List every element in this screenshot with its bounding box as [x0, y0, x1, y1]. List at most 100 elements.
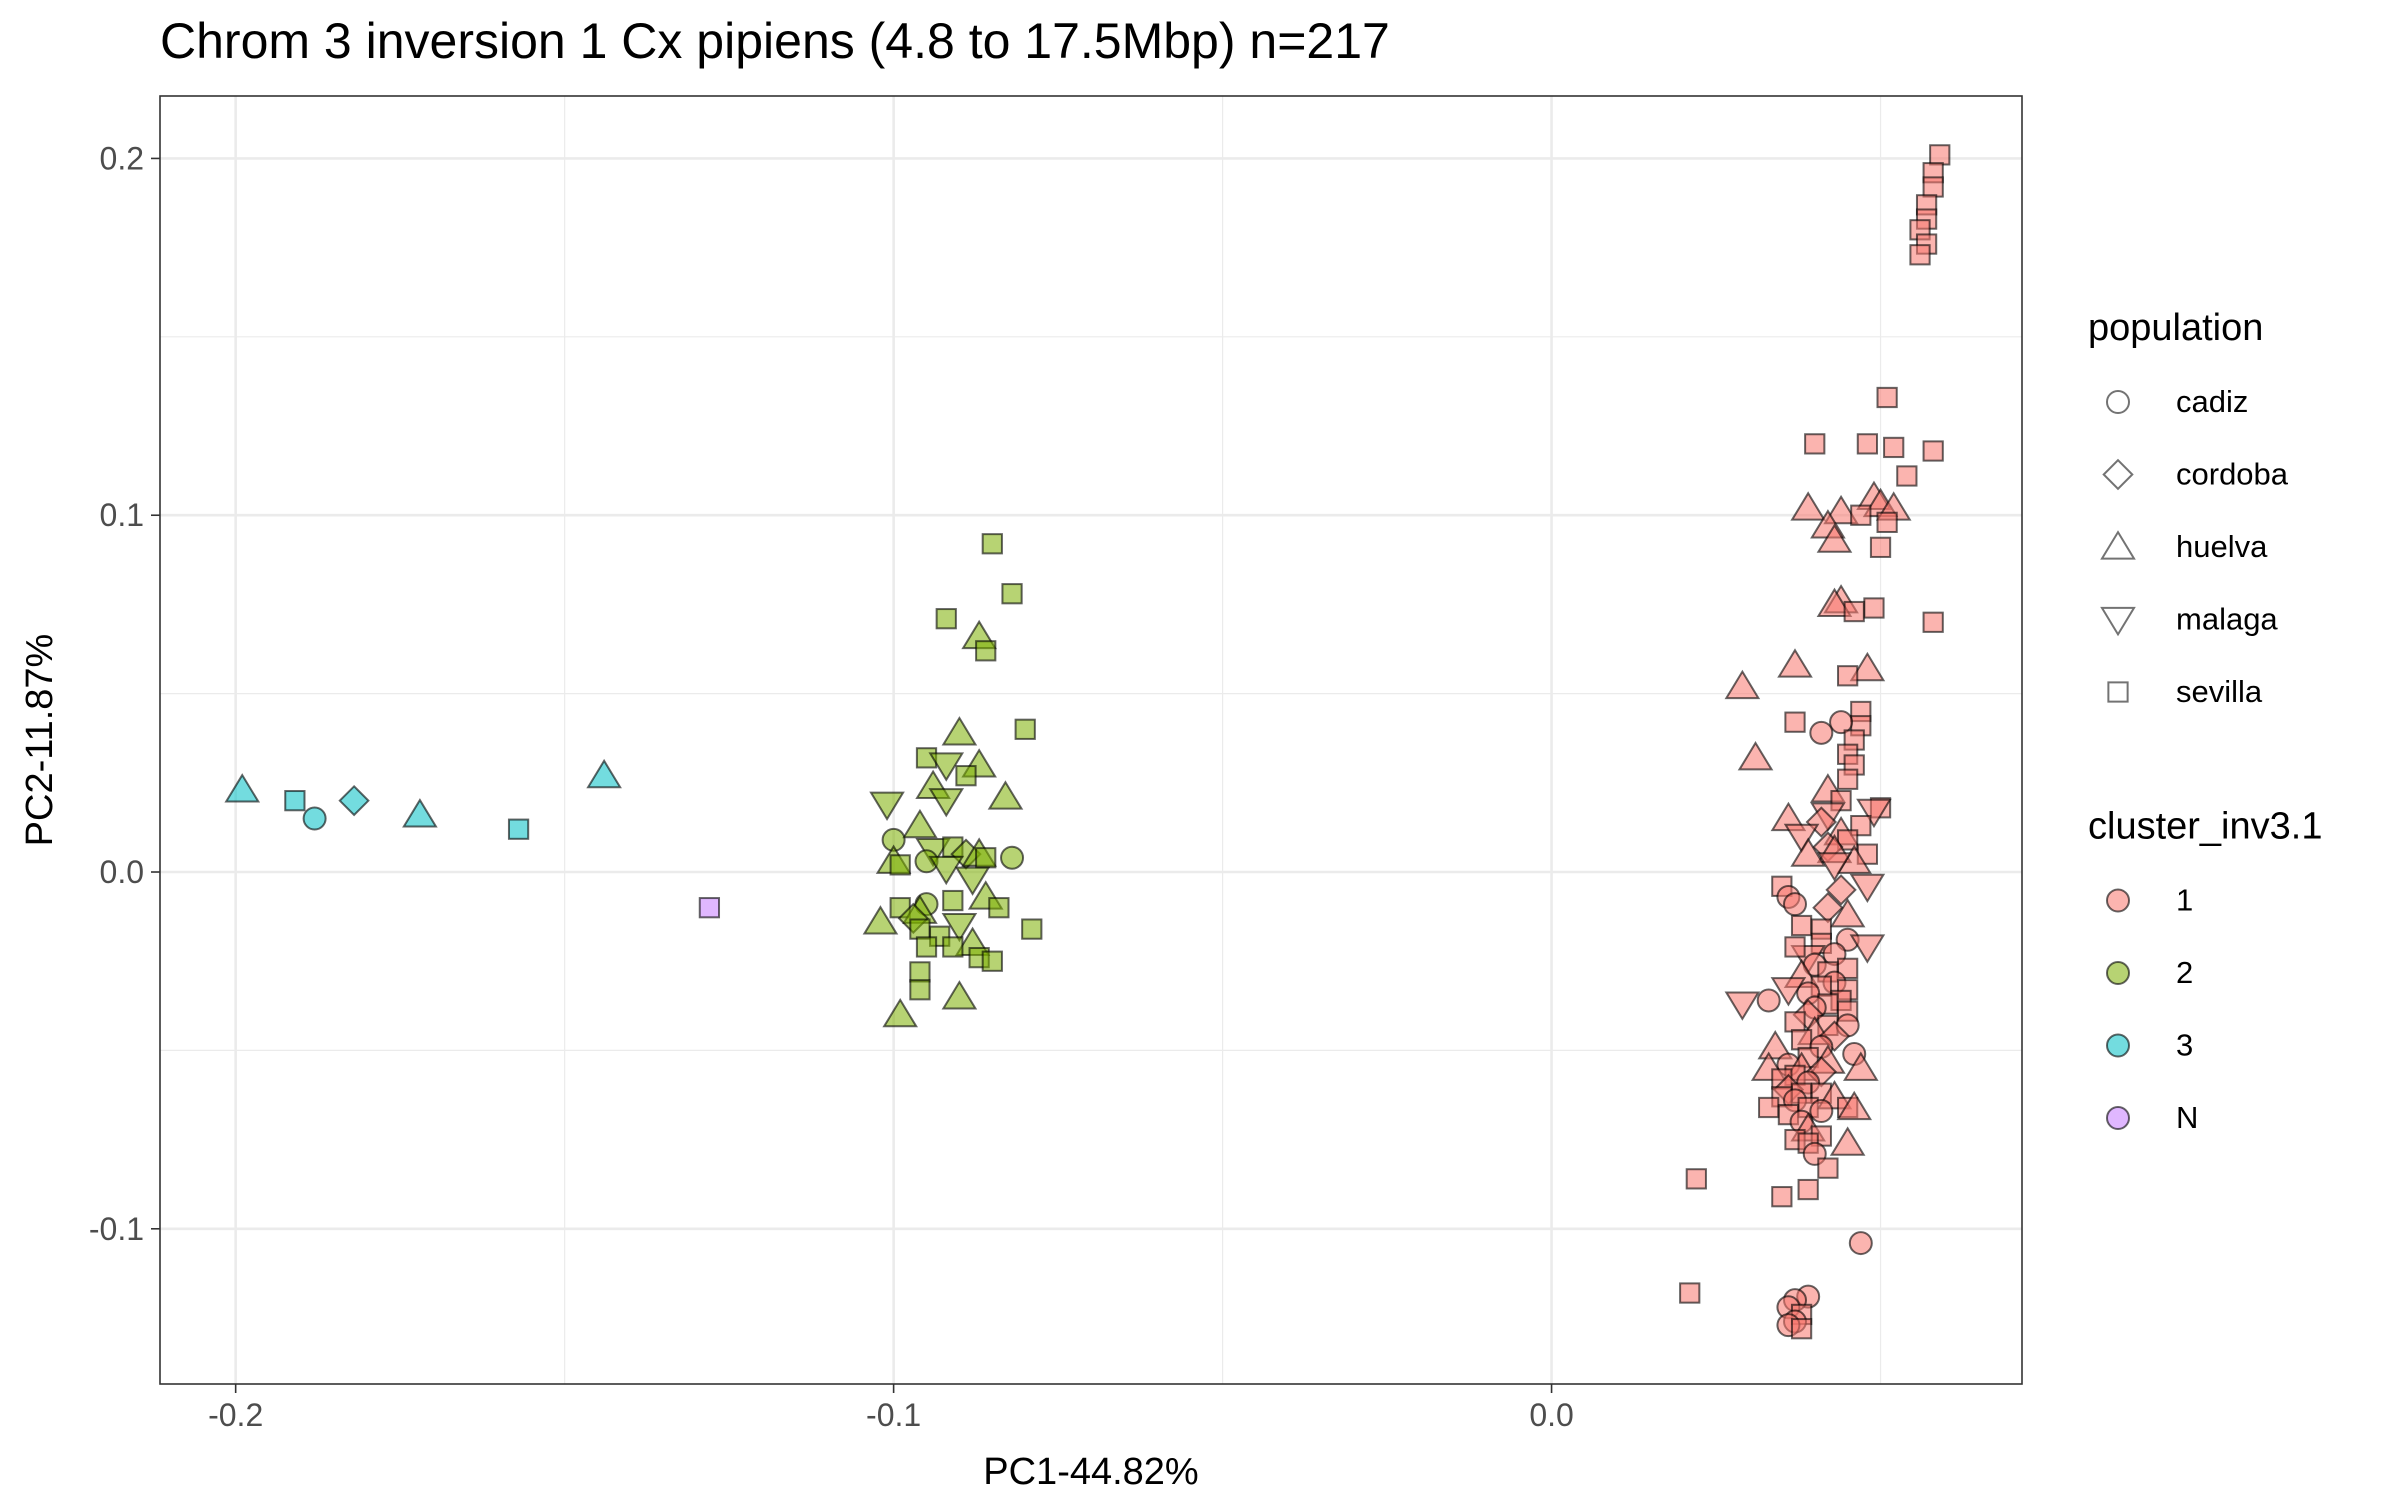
data-point-cadiz	[1000, 845, 1025, 870]
data-point-malaga	[1849, 873, 1886, 904]
data-points	[224, 144, 1951, 1340]
legend-key-huelva	[2100, 530, 2136, 560]
data-point-sevilla	[1856, 433, 1879, 455]
data-point-sevilla	[1896, 465, 1918, 487]
data-point-huelva	[1823, 494, 1859, 525]
data-point-huelva	[1724, 669, 1761, 700]
data-point-sevilla	[909, 961, 931, 983]
data-point-sevilla	[1014, 718, 1036, 740]
legend-key-N	[2106, 1106, 2130, 1130]
data-point-cadiz	[1783, 892, 1808, 917]
legend-title-2: cluster_inv3.1	[2088, 806, 2322, 848]
data-point-huelva	[882, 997, 919, 1028]
data-point-sevilla	[1758, 1096, 1780, 1119]
data-point-sevilla	[1922, 611, 1944, 633]
plot-panel-border	[159, 95, 2023, 1385]
data-point-sevilla	[1837, 665, 1859, 687]
x-tick-label: -0.2	[208, 1397, 263, 1433]
data-point-malaga	[1783, 823, 1820, 854]
data-point-sevilla	[975, 847, 997, 869]
data-point-sevilla	[975, 640, 997, 662]
legend: population cadiz cordoba huelva malaga sevill…	[2088, 307, 2322, 1135]
data-point-malaga	[954, 866, 991, 896]
data-point-huelva	[224, 773, 261, 803]
data-point-sevilla	[1837, 768, 1859, 790]
data-point-huelva	[1757, 1030, 1794, 1060]
legend-label: 1	[2176, 883, 2193, 918]
data-point-sevilla	[1790, 1318, 1813, 1340]
data-point-cadiz	[302, 806, 327, 831]
data-point-sevilla	[1804, 433, 1826, 455]
legend-key-2	[2106, 961, 2130, 985]
data-point-huelva	[941, 716, 978, 746]
data-point-sevilla	[1883, 436, 1905, 459]
data-point-malaga	[928, 788, 965, 818]
data-point-huelva	[1816, 523, 1853, 553]
y-tick-label: -0.1	[89, 1211, 144, 1247]
data-point-huelva	[1790, 837, 1826, 867]
data-point-malaga	[1724, 991, 1761, 1021]
legend-key-3	[2106, 1033, 2130, 1058]
data-point-sevilla	[1790, 914, 1813, 937]
data-point-sevilla	[988, 897, 1010, 919]
data-point-sevilla	[1790, 1029, 1813, 1051]
data-point-huelva	[1829, 898, 1866, 928]
data-point-huelva	[1829, 1126, 1866, 1156]
data-point-huelva	[902, 808, 938, 839]
data-point-sevilla	[1922, 440, 1944, 462]
data-point-sevilla	[909, 979, 931, 1001]
data-point-huelva	[1737, 741, 1774, 771]
legend-key-1	[2106, 888, 2130, 913]
data-point-sevilla	[1876, 511, 1898, 533]
data-point-cordoba	[1825, 874, 1857, 906]
data-point-sevilla	[1021, 918, 1043, 940]
data-point-sevilla	[1817, 1157, 1839, 1179]
data-point-malaga	[941, 912, 978, 943]
data-point-cadiz	[1756, 988, 1781, 1013]
data-point-sevilla	[942, 936, 964, 958]
legend-title-1: population	[2088, 307, 2263, 349]
data-point-sevilla	[1869, 536, 1892, 558]
data-point-sevilla	[1922, 176, 1944, 198]
data-point-sevilla	[981, 533, 1003, 555]
data-point-sevilla	[889, 854, 911, 876]
data-point-huelva	[586, 758, 622, 789]
y-tick-label: 0.1	[100, 497, 144, 533]
data-point-huelva	[1777, 648, 1813, 678]
data-point-huelva	[1842, 1051, 1879, 1081]
data-point-huelva	[1816, 587, 1853, 618]
data-point-sevilla	[1909, 244, 1931, 266]
data-point-sevilla	[1863, 597, 1885, 619]
data-point-cadiz	[1809, 1099, 1834, 1124]
legend-key-cordoba	[2102, 458, 2134, 491]
legend-label: huelva	[2176, 529, 2268, 564]
x-tick-label: -0.1	[866, 1397, 921, 1433]
data-point-huelva	[862, 905, 899, 935]
data-point-malaga	[1849, 934, 1886, 964]
data-point-sevilla	[1685, 1168, 1707, 1190]
data-point-sevilla	[909, 918, 931, 940]
data-point-cadiz	[1809, 720, 1834, 745]
legend-label: sevilla	[2176, 674, 2263, 709]
data-point-huelva	[402, 798, 438, 828]
legend-key-sevilla	[2107, 681, 2129, 703]
data-point-sevilla	[915, 936, 938, 958]
data-point-sevilla	[1001, 583, 1023, 605]
data-point-cadiz	[1829, 710, 1854, 735]
grid	[160, 96, 2022, 1384]
chart-title: Chrom 3 inversion 1 Cx pipiens (4.8 to 1…	[160, 13, 1390, 69]
data-point-sevilla	[1797, 1178, 1819, 1201]
y-tick-label: 0.0	[100, 854, 144, 890]
legend-label: N	[2176, 1100, 2198, 1135]
data-point-huelva	[987, 780, 1024, 810]
data-point-sevilla	[1784, 936, 1806, 958]
data-point-sevilla	[284, 790, 306, 812]
legend-label: 3	[2176, 1028, 2193, 1063]
data-point-sevilla	[1679, 1282, 1701, 1304]
x-tick-label: 0.0	[1529, 1397, 1573, 1433]
legend-label: 2	[2176, 955, 2193, 990]
axes: -0.2 -0.1 0.0 -0.1 0.0 0.1 0.2	[89, 140, 1574, 1433]
data-point-malaga	[928, 752, 965, 782]
legend-label: cordoba	[2176, 457, 2289, 492]
